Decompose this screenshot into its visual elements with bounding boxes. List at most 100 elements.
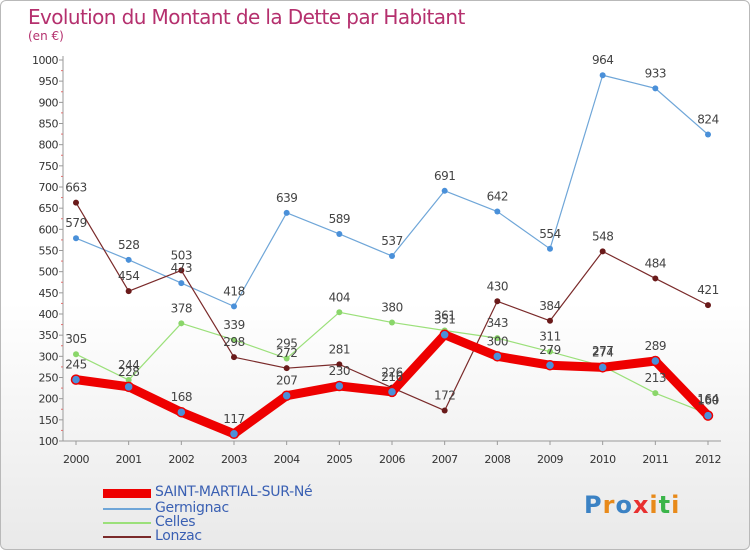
data-point-celles bbox=[336, 309, 343, 316]
y-tick-label: 550 bbox=[39, 245, 59, 258]
logo-letter: x bbox=[632, 491, 650, 519]
y-tick-label: 700 bbox=[39, 181, 59, 194]
data-point-celles bbox=[231, 336, 237, 343]
data-label-celles: 361 bbox=[434, 309, 455, 323]
y-tick-label: 900 bbox=[39, 96, 59, 109]
data-label-lonzac: 272 bbox=[276, 346, 297, 360]
x-tick-label: 2009 bbox=[537, 453, 563, 466]
x-tick-label: 2011 bbox=[642, 453, 668, 466]
legend-label: Celles bbox=[155, 514, 196, 530]
data-point-germignac bbox=[283, 209, 290, 216]
y-tick-label: 450 bbox=[39, 287, 59, 300]
x-tick-label: 2001 bbox=[116, 453, 142, 466]
data-point-saint-martial-sur-n bbox=[123, 381, 134, 393]
y-tick-label: 800 bbox=[39, 139, 59, 152]
data-point-germignac bbox=[652, 85, 659, 92]
data-point-celles bbox=[125, 377, 132, 384]
data-label-saint-martial-sur-n: 289 bbox=[645, 339, 666, 353]
y-tick-label: 350 bbox=[39, 329, 59, 342]
data-point-germignac bbox=[441, 187, 448, 194]
legend-label: Germignac bbox=[155, 500, 229, 516]
data-label-saint-martial-sur-n: 216 bbox=[381, 370, 402, 384]
chart-title: Evolution du Montant de la Dette par Hab… bbox=[28, 5, 465, 29]
data-point-saint-martial-sur-n bbox=[702, 410, 714, 421]
logo-letter: t bbox=[658, 491, 672, 519]
data-label-saint-martial-sur-n: 207 bbox=[276, 374, 297, 388]
data-label-lonzac: 226 bbox=[381, 366, 402, 380]
data-point-germignac bbox=[705, 131, 711, 138]
data-point-saint-martial-sur-n bbox=[544, 359, 556, 371]
data-label-saint-martial-sur-n: 117 bbox=[223, 412, 244, 426]
y-tick-label: 250 bbox=[39, 372, 59, 385]
y-tick-label: 850 bbox=[39, 118, 59, 131]
data-label-germignac: 579 bbox=[65, 216, 86, 230]
data-point-germignac bbox=[389, 253, 395, 260]
logo-letter: P bbox=[584, 491, 603, 519]
data-point-saint-martial-sur-n bbox=[70, 374, 82, 385]
data-label-celles: 305 bbox=[65, 332, 86, 346]
x-tick-label: 2000 bbox=[63, 453, 89, 466]
y-tick-label: 200 bbox=[39, 393, 59, 406]
data-point-celles bbox=[178, 320, 185, 327]
data-label-germignac: 691 bbox=[434, 169, 455, 183]
data-label-germignac: 418 bbox=[223, 284, 244, 298]
data-point-lonzac bbox=[125, 288, 132, 295]
data-label-saint-martial-sur-n: 300 bbox=[487, 334, 508, 348]
x-tick-label: 2012 bbox=[695, 453, 721, 466]
data-point-germignac bbox=[125, 256, 132, 263]
data-label-saint-martial-sur-n: 228 bbox=[118, 365, 139, 379]
legend-swatch bbox=[103, 522, 151, 524]
data-label-germignac: 528 bbox=[118, 238, 139, 252]
y-tick-label: 500 bbox=[39, 266, 59, 279]
data-label-lonzac: 484 bbox=[645, 256, 666, 270]
x-tick-label: 2008 bbox=[484, 453, 510, 466]
legend-swatch bbox=[103, 536, 151, 538]
x-tick-label: 2005 bbox=[326, 453, 352, 466]
data-point-celles bbox=[494, 335, 501, 342]
data-label-germignac: 473 bbox=[171, 261, 192, 275]
data-label-lonzac: 172 bbox=[434, 389, 455, 403]
data-label-saint-martial-sur-n: 245 bbox=[65, 358, 86, 372]
data-point-saint-martial-sur-n bbox=[176, 406, 187, 418]
data-point-lonzac bbox=[705, 302, 711, 309]
logo-letter: i bbox=[671, 491, 681, 519]
data-label-lonzac: 421 bbox=[697, 283, 718, 297]
data-label-lonzac: 663 bbox=[65, 181, 86, 195]
data-label-celles: 339 bbox=[223, 318, 244, 332]
legend-label: SAINT-MARTIAL-SUR-Né bbox=[155, 484, 313, 500]
data-point-lonzac bbox=[178, 267, 185, 274]
y-tick-label: 100 bbox=[39, 435, 59, 448]
data-point-celles bbox=[283, 355, 290, 362]
data-point-saint-martial-sur-n bbox=[281, 390, 292, 401]
data-label-saint-martial-sur-n: 274 bbox=[592, 345, 613, 359]
data-point-saint-martial-sur-n bbox=[334, 380, 345, 392]
y-tick-label: 600 bbox=[39, 223, 59, 236]
data-label-celles: 404 bbox=[329, 290, 350, 304]
data-point-germignac bbox=[336, 230, 343, 237]
data-label-lonzac: 454 bbox=[118, 269, 139, 283]
data-point-germignac bbox=[547, 245, 553, 252]
y-tick-label: 750 bbox=[39, 160, 59, 173]
data-label-celles: 277 bbox=[592, 344, 613, 358]
logo-letter: i bbox=[649, 491, 659, 519]
x-tick-label: 2006 bbox=[379, 453, 405, 466]
data-point-celles bbox=[389, 319, 395, 326]
legend-swatch bbox=[103, 508, 151, 510]
data-label-celles: 164 bbox=[697, 392, 718, 406]
data-point-germignac bbox=[494, 208, 501, 215]
data-point-lonzac bbox=[652, 275, 659, 282]
data-label-germignac: 639 bbox=[276, 191, 297, 205]
data-point-germignac bbox=[599, 72, 606, 79]
data-label-lonzac: 548 bbox=[592, 229, 613, 243]
data-point-lonzac bbox=[441, 407, 448, 414]
x-tick-label: 2004 bbox=[274, 453, 300, 466]
data-label-lonzac: 503 bbox=[171, 248, 192, 262]
data-label-germignac: 554 bbox=[539, 227, 560, 241]
data-label-lonzac: 281 bbox=[329, 342, 350, 356]
data-point-germignac bbox=[73, 235, 79, 242]
data-label-celles: 295 bbox=[276, 336, 297, 350]
data-point-lonzac bbox=[231, 354, 237, 361]
legend-swatch bbox=[103, 489, 151, 498]
